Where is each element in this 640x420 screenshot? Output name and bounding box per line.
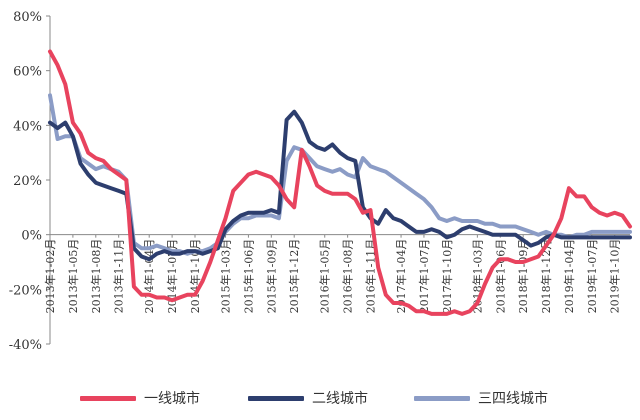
y-tick-label: 40% <box>13 119 42 134</box>
x-tick-label: 2019年1-04月 <box>562 239 576 314</box>
y-tick-label: 60% <box>13 65 42 80</box>
y-tick-label: -40% <box>9 338 42 353</box>
series-line-3 <box>48 93 632 256</box>
x-tick-label: 2017年1-10月 <box>440 239 454 314</box>
x-tick-label: 2018年1-12月 <box>539 239 553 314</box>
x-tick-label: 2014年1-07月 <box>165 239 179 314</box>
series-lines <box>48 49 632 316</box>
x-tick-label: 2013年1-05月 <box>66 239 80 314</box>
line-chart: -40% -20% 0% 20% 40% 60% 80% 2013年1-02月 2013年1-… <box>9 10 632 353</box>
x-tick-label: 2019年1-10月 <box>608 239 622 314</box>
x-tick-label: 2018年1-06月 <box>493 239 507 314</box>
legend-label-series-3: 三四线城市 <box>478 391 548 407</box>
legend-label-series-2: 二线城市 <box>312 391 368 407</box>
x-tick-label: 2013年1-08月 <box>89 239 103 314</box>
legend: 一线城市 二线城市 三四线城市 <box>0 388 640 416</box>
x-tick-label: 2017年1-07月 <box>417 239 431 314</box>
legend-swatch-series-1 <box>80 395 136 401</box>
x-tick-label: 2013年1-11月 <box>112 239 126 314</box>
x-tick-label: 2015年1-03月 <box>219 239 233 314</box>
legend-item-series-3: 三四线城市 <box>414 388 548 408</box>
x-tick-label: 2013年1-02月 <box>43 239 57 314</box>
x-tick-label: 2016年1-11月 <box>364 239 378 314</box>
legend-swatch-series-3 <box>414 395 470 401</box>
series-line-2 <box>48 109 632 262</box>
x-tick-label: 2015年1-09月 <box>264 239 278 314</box>
y-axis: -40% -20% 0% 20% 40% 60% 80% <box>9 10 51 353</box>
legend-item-series-2: 二线城市 <box>248 388 368 408</box>
x-tick-label: 2015年1-12月 <box>287 239 301 314</box>
x-tick-label: 2018年1-09月 <box>516 239 530 314</box>
y-tick-label: 80% <box>13 10 42 25</box>
x-tick-label: 2016年1-08月 <box>341 239 355 314</box>
series-line-1 <box>48 49 632 316</box>
y-tick-label: 20% <box>13 174 42 189</box>
x-tick-label: 2015年1-06月 <box>241 239 255 314</box>
x-tick-label: 2016年1-05月 <box>318 239 332 314</box>
legend-label-series-1: 一线城市 <box>144 391 200 407</box>
x-tick-label: 2017年1-04月 <box>394 239 408 314</box>
legend-item-series-1: 一线城市 <box>80 388 200 408</box>
x-tick-label: 2019年1-07月 <box>585 239 599 314</box>
legend-swatch-series-2 <box>248 395 304 401</box>
y-tick-label: -20% <box>9 283 42 298</box>
y-tick-label: 0% <box>21 229 42 244</box>
